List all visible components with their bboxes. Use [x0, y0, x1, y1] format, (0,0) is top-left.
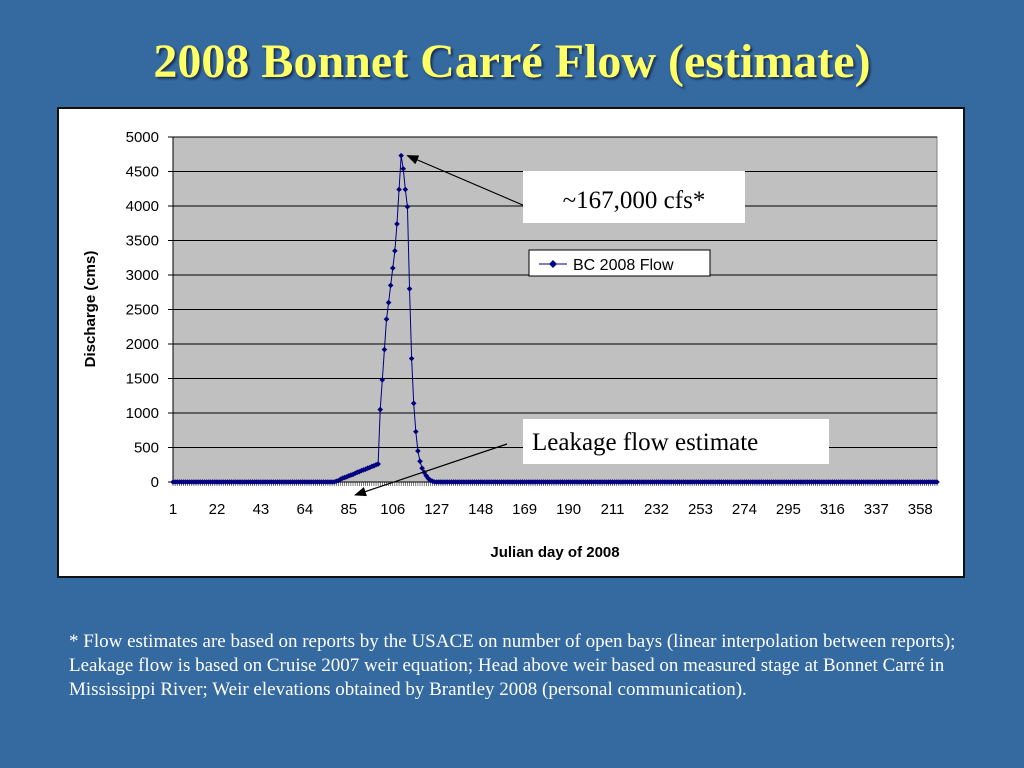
leakage-annotation-label: Leakage flow estimate	[532, 429, 758, 456]
data-point	[371, 462, 377, 469]
y-axis-label: Discharge (cms)	[82, 251, 99, 368]
y-tick-label: 500	[134, 440, 159, 457]
x-tick-label: 106	[380, 501, 405, 518]
y-tick-label: 4500	[126, 164, 159, 181]
data-point	[389, 265, 396, 271]
y-tick-label: 2500	[126, 302, 159, 319]
data-point	[408, 355, 415, 362]
data-point	[366, 464, 373, 471]
data-point	[404, 203, 411, 210]
data-point	[350, 471, 356, 478]
data-point	[402, 186, 409, 193]
x-tick-label: 148	[468, 501, 493, 518]
data-point	[379, 377, 386, 383]
x-tick-label: 127	[424, 501, 449, 518]
x-tick-label: 64	[297, 501, 314, 518]
data-point	[343, 474, 350, 480]
x-tick-label: 43	[253, 501, 270, 518]
data-point	[417, 458, 423, 465]
data-point	[413, 428, 419, 435]
x-tick-label: 1	[169, 501, 177, 518]
data-point	[375, 461, 381, 467]
y-tick-label: 3500	[126, 233, 159, 250]
data-point	[356, 468, 363, 475]
x-tick-label: 337	[864, 501, 889, 518]
x-tick-label: 85	[340, 501, 357, 518]
y-tick-label: 1500	[126, 371, 159, 388]
x-tick-label: 358	[908, 501, 933, 518]
data-point	[392, 248, 398, 254]
leakage-annotation-arrow	[354, 443, 508, 497]
x-tick-label: 22	[209, 501, 226, 518]
y-tick-label: 5000	[126, 129, 159, 146]
y-tick-label: 2000	[126, 336, 159, 353]
data-point	[385, 299, 392, 306]
data-point	[415, 448, 421, 454]
peak-annotation-label: ~167,000 cfs*	[563, 187, 706, 214]
data-point	[419, 465, 425, 471]
data-point	[396, 186, 402, 193]
legend-label: BC 2008 Flow	[573, 257, 674, 274]
x-tick-label: 232	[644, 501, 669, 518]
data-point	[377, 406, 384, 413]
x-tick-label: 274	[732, 501, 757, 518]
x-tick-label: 316	[820, 501, 845, 518]
legend-marker-swatch	[549, 260, 557, 268]
data-point	[362, 466, 369, 473]
x-axis-label: Julian day of 2008	[490, 544, 619, 561]
data-point	[425, 475, 432, 482]
data-point	[406, 286, 413, 292]
data-point	[381, 346, 388, 353]
data-point	[383, 316, 390, 322]
y-tick-label: 4000	[126, 198, 159, 215]
flow-chart: 0 500 1000 1500 2000 2500 3000 3500 4000 4500 5000…	[82, 129, 940, 561]
data-point	[410, 400, 417, 407]
data-point	[387, 282, 394, 289]
data-point	[427, 477, 434, 484]
data-point	[934, 479, 940, 485]
y-tick-label: 1000	[126, 405, 159, 422]
slide-title: 2008 Bonnet Carré Flow (estimate)	[153, 35, 871, 88]
x-tick-label: 253	[688, 501, 713, 518]
legend-box	[528, 249, 711, 277]
y-tick-label: 3000	[126, 267, 159, 284]
peak-annotation-arrow	[406, 155, 526, 207]
x-tick-label: 190	[556, 501, 581, 518]
x-tick-label: 169	[512, 501, 537, 518]
data-point	[398, 152, 404, 159]
x-tick-label: 211	[601, 501, 625, 518]
data-point	[352, 470, 358, 477]
x-tick-label: 295	[776, 501, 801, 518]
peak-annotation-box	[523, 171, 745, 223]
chart-container: 0 500 1000 1500 2000 2500 3000 3500 4000 4500 5000…	[57, 107, 965, 578]
footnote: * Flow estimates are based on reports by…	[69, 631, 956, 700]
leakage-annotation-box	[523, 419, 829, 464]
y-tick-label: 0	[151, 474, 159, 491]
data-point	[394, 221, 400, 227]
